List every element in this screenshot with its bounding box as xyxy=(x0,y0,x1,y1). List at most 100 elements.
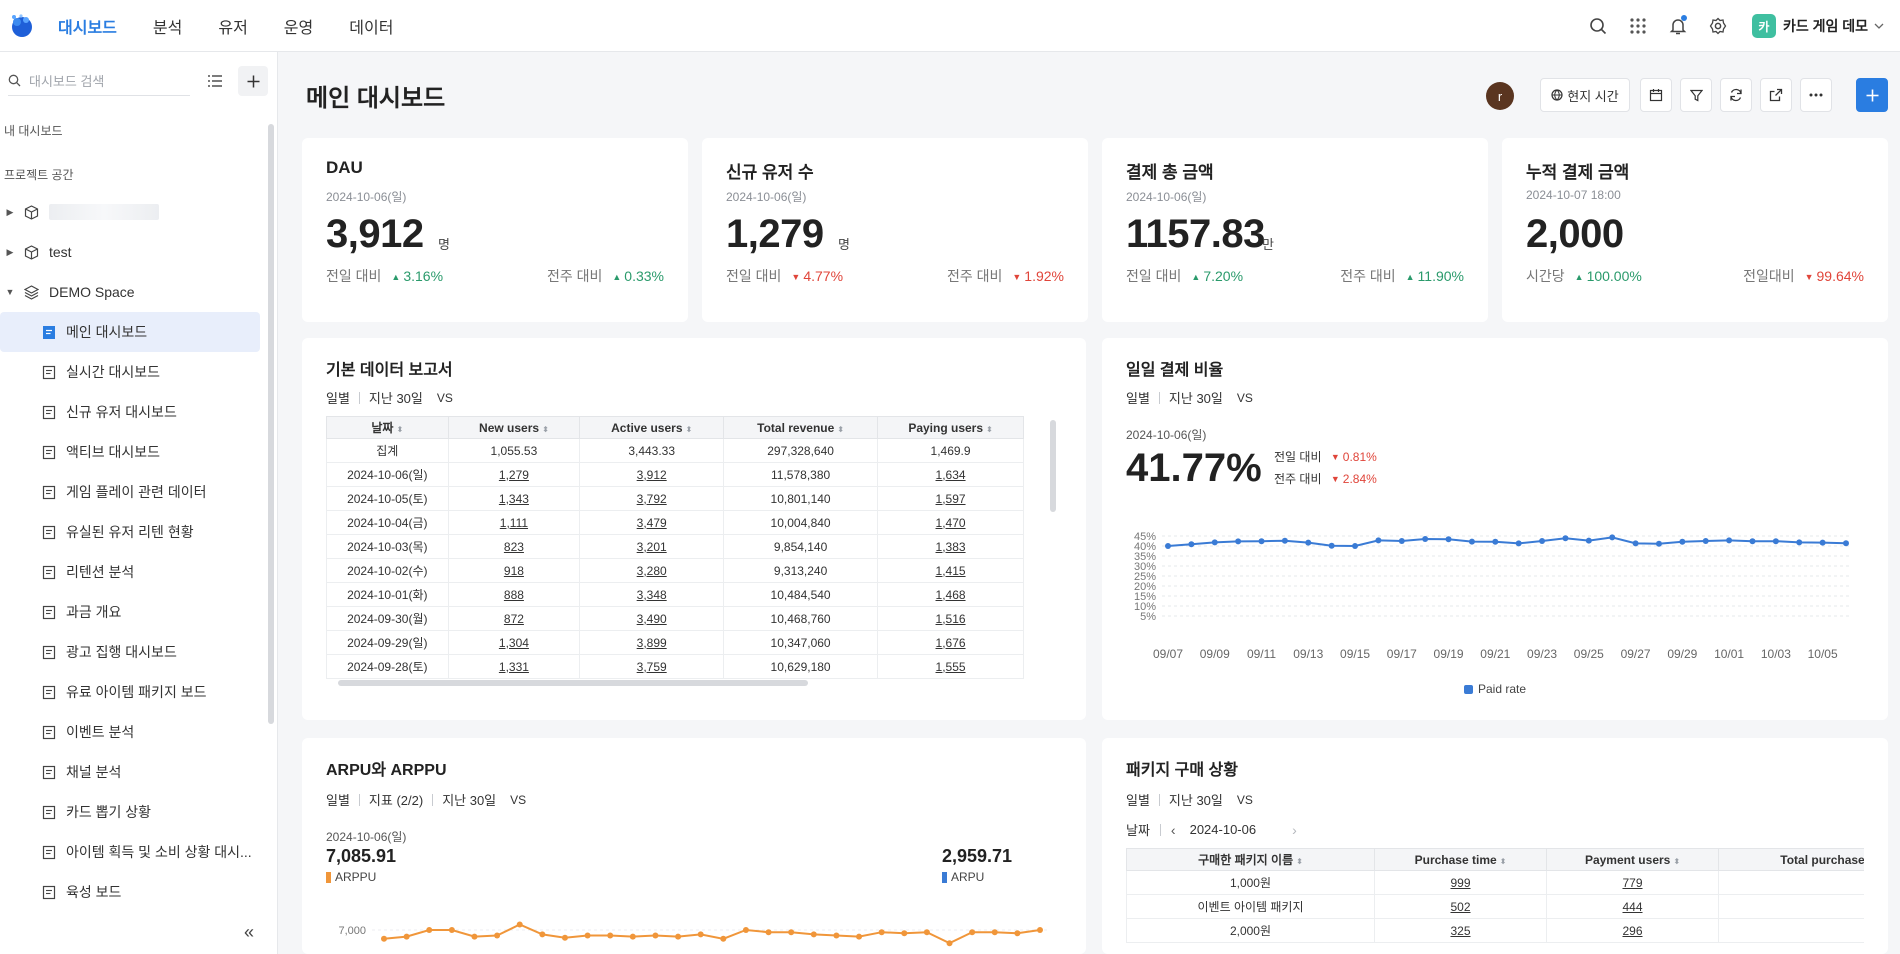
table-cell[interactable]: 1,676 xyxy=(877,630,1024,655)
data-point[interactable] xyxy=(1468,538,1475,545)
table-cell[interactable]: 3,759 xyxy=(579,654,725,679)
sidebar-dashboard-item[interactable]: 광고 집행 대시보드 xyxy=(0,632,260,672)
table-cell[interactable]: 1,470 xyxy=(877,510,1024,535)
data-point[interactable] xyxy=(1305,539,1312,546)
search-icon[interactable] xyxy=(1578,6,1618,46)
data-point[interactable] xyxy=(539,931,546,938)
data-point[interactable] xyxy=(991,929,998,936)
sidebar-dashboard-item[interactable]: 유료 아이템 패키지 보드 xyxy=(0,672,260,712)
table-cell[interactable]: 1,331 xyxy=(447,654,581,679)
data-point[interactable] xyxy=(1679,538,1686,545)
data-point[interactable] xyxy=(697,931,704,938)
table-cell[interactable]: 1,304 xyxy=(447,630,581,655)
data-point[interactable] xyxy=(1749,538,1756,545)
data-point[interactable] xyxy=(381,935,387,942)
data-point[interactable] xyxy=(1585,537,1592,544)
table-cell[interactable]: 823 xyxy=(447,534,581,559)
sort-icon[interactable]: ⬍ xyxy=(1499,856,1507,866)
table-cell[interactable]: 1,597 xyxy=(877,486,1024,511)
data-point[interactable] xyxy=(1726,537,1733,544)
metric-filter[interactable]: 지표 (2/2) xyxy=(368,793,424,808)
sort-icon[interactable]: ⬍ xyxy=(986,424,993,434)
table-cell[interactable]: 1,279 xyxy=(447,462,581,487)
compare-toggle[interactable]: VS xyxy=(1236,390,1253,405)
period-filter[interactable]: 일별 xyxy=(1126,391,1150,406)
data-point[interactable] xyxy=(1328,542,1335,549)
range-filter[interactable]: 지난 30일 xyxy=(1168,391,1223,406)
table-cell[interactable]: 1,111 xyxy=(447,510,581,535)
column-header[interactable]: Total purchase xyxy=(1718,848,1864,871)
add-widget-button[interactable] xyxy=(1856,78,1888,112)
data-point[interactable] xyxy=(923,929,930,936)
avatar[interactable]: r xyxy=(1486,82,1514,110)
data-point[interactable] xyxy=(788,929,795,936)
data-point[interactable] xyxy=(652,932,659,939)
sort-icon[interactable]: ⬍ xyxy=(685,424,693,434)
data-point[interactable] xyxy=(1258,538,1265,545)
data-point[interactable] xyxy=(1562,535,1569,542)
table-cell[interactable]: 444 xyxy=(1546,894,1719,919)
column-header[interactable]: Total revenue ⬍ xyxy=(723,416,879,439)
column-header[interactable]: New users ⬍ xyxy=(447,416,581,439)
filter-button[interactable] xyxy=(1680,78,1712,112)
sidebar-dashboard-item[interactable]: 육성 보드 xyxy=(0,872,260,912)
sidebar-scrollbar[interactable] xyxy=(268,124,274,724)
sort-icon[interactable]: ⬍ xyxy=(837,424,844,434)
sort-icon[interactable]: ⬍ xyxy=(1673,856,1681,866)
share-button[interactable] xyxy=(1760,78,1792,112)
column-header[interactable]: 구매한 패키지 이름 ⬍ xyxy=(1126,848,1375,871)
data-point[interactable] xyxy=(1211,539,1218,546)
data-point[interactable] xyxy=(1772,538,1779,545)
sidebar-dashboard-item[interactable]: 이벤트 분석 xyxy=(0,712,260,752)
refresh-button[interactable] xyxy=(1720,78,1752,112)
table-cell[interactable]: 1,383 xyxy=(877,534,1024,559)
data-point[interactable] xyxy=(1796,539,1803,546)
nav-item[interactable]: 유저 xyxy=(218,19,248,37)
data-point[interactable] xyxy=(1515,540,1522,547)
table-horizontal-scrollbar[interactable] xyxy=(338,680,808,686)
table-cell[interactable]: 1,634 xyxy=(877,462,1024,487)
table-vertical-scrollbar[interactable] xyxy=(1050,420,1056,512)
range-filter[interactable]: 지난 30일 xyxy=(1168,793,1223,808)
data-point[interactable] xyxy=(1539,538,1546,544)
table-cell[interactable]: 1,415 xyxy=(877,558,1024,583)
data-point[interactable] xyxy=(742,927,749,933)
data-point[interactable] xyxy=(1352,543,1359,549)
sidebar-dashboard-item[interactable]: 게임 플레이 관련 데이터 xyxy=(0,472,260,512)
workspace-switcher[interactable]: 카 카드 게임 데모 xyxy=(1751,14,1884,38)
table-cell[interactable]: 872 xyxy=(447,606,581,631)
sort-icon[interactable]: ⬍ xyxy=(1296,857,1303,866)
table-cell[interactable]: 1,555 xyxy=(877,654,1024,679)
nav-item[interactable]: 대시보드 xyxy=(58,19,117,37)
data-point[interactable] xyxy=(1165,543,1171,549)
data-point[interactable] xyxy=(969,929,976,936)
data-point[interactable] xyxy=(1492,538,1499,545)
table-cell[interactable]: 918 xyxy=(447,558,581,583)
table-cell[interactable]: 999 xyxy=(1374,870,1547,895)
nav-item[interactable]: 운영 xyxy=(283,19,314,37)
table-cell[interactable]: 3,348 xyxy=(579,582,725,607)
data-point[interactable] xyxy=(516,921,523,928)
dashboard-search-input[interactable]: 대시보드 검색 xyxy=(29,74,105,89)
project-test[interactable]: ▶ test xyxy=(0,232,260,272)
sidebar-dashboard-item[interactable]: 신규 유저 대시보드 xyxy=(0,392,260,432)
data-point[interactable] xyxy=(1655,540,1662,547)
data-point[interactable] xyxy=(1702,538,1709,544)
sidebar-dashboard-item[interactable]: 카드 뽑기 상황 xyxy=(0,792,260,832)
data-point[interactable] xyxy=(1422,536,1429,542)
table-cell[interactable]: 779 xyxy=(1546,870,1719,895)
data-point[interactable] xyxy=(1398,538,1405,544)
table-cell[interactable]: 3,792 xyxy=(579,486,725,511)
sidebar-dashboard-item[interactable]: 채널 분석 xyxy=(0,752,260,792)
data-point[interactable] xyxy=(878,929,885,936)
data-point[interactable] xyxy=(494,932,501,939)
my-dashboards-heading[interactable]: 내 대시보드 xyxy=(4,124,63,138)
data-point[interactable] xyxy=(675,933,682,940)
period-filter[interactable]: 일별 xyxy=(326,793,350,808)
data-point[interactable] xyxy=(1188,541,1195,548)
table-cell[interactable]: 888 xyxy=(447,582,581,607)
settings-gear-icon[interactable] xyxy=(1698,6,1738,46)
nav-item[interactable]: 분석 xyxy=(152,19,183,37)
add-dashboard-button[interactable] xyxy=(238,66,268,96)
period-filter[interactable]: 일별 xyxy=(326,391,350,406)
